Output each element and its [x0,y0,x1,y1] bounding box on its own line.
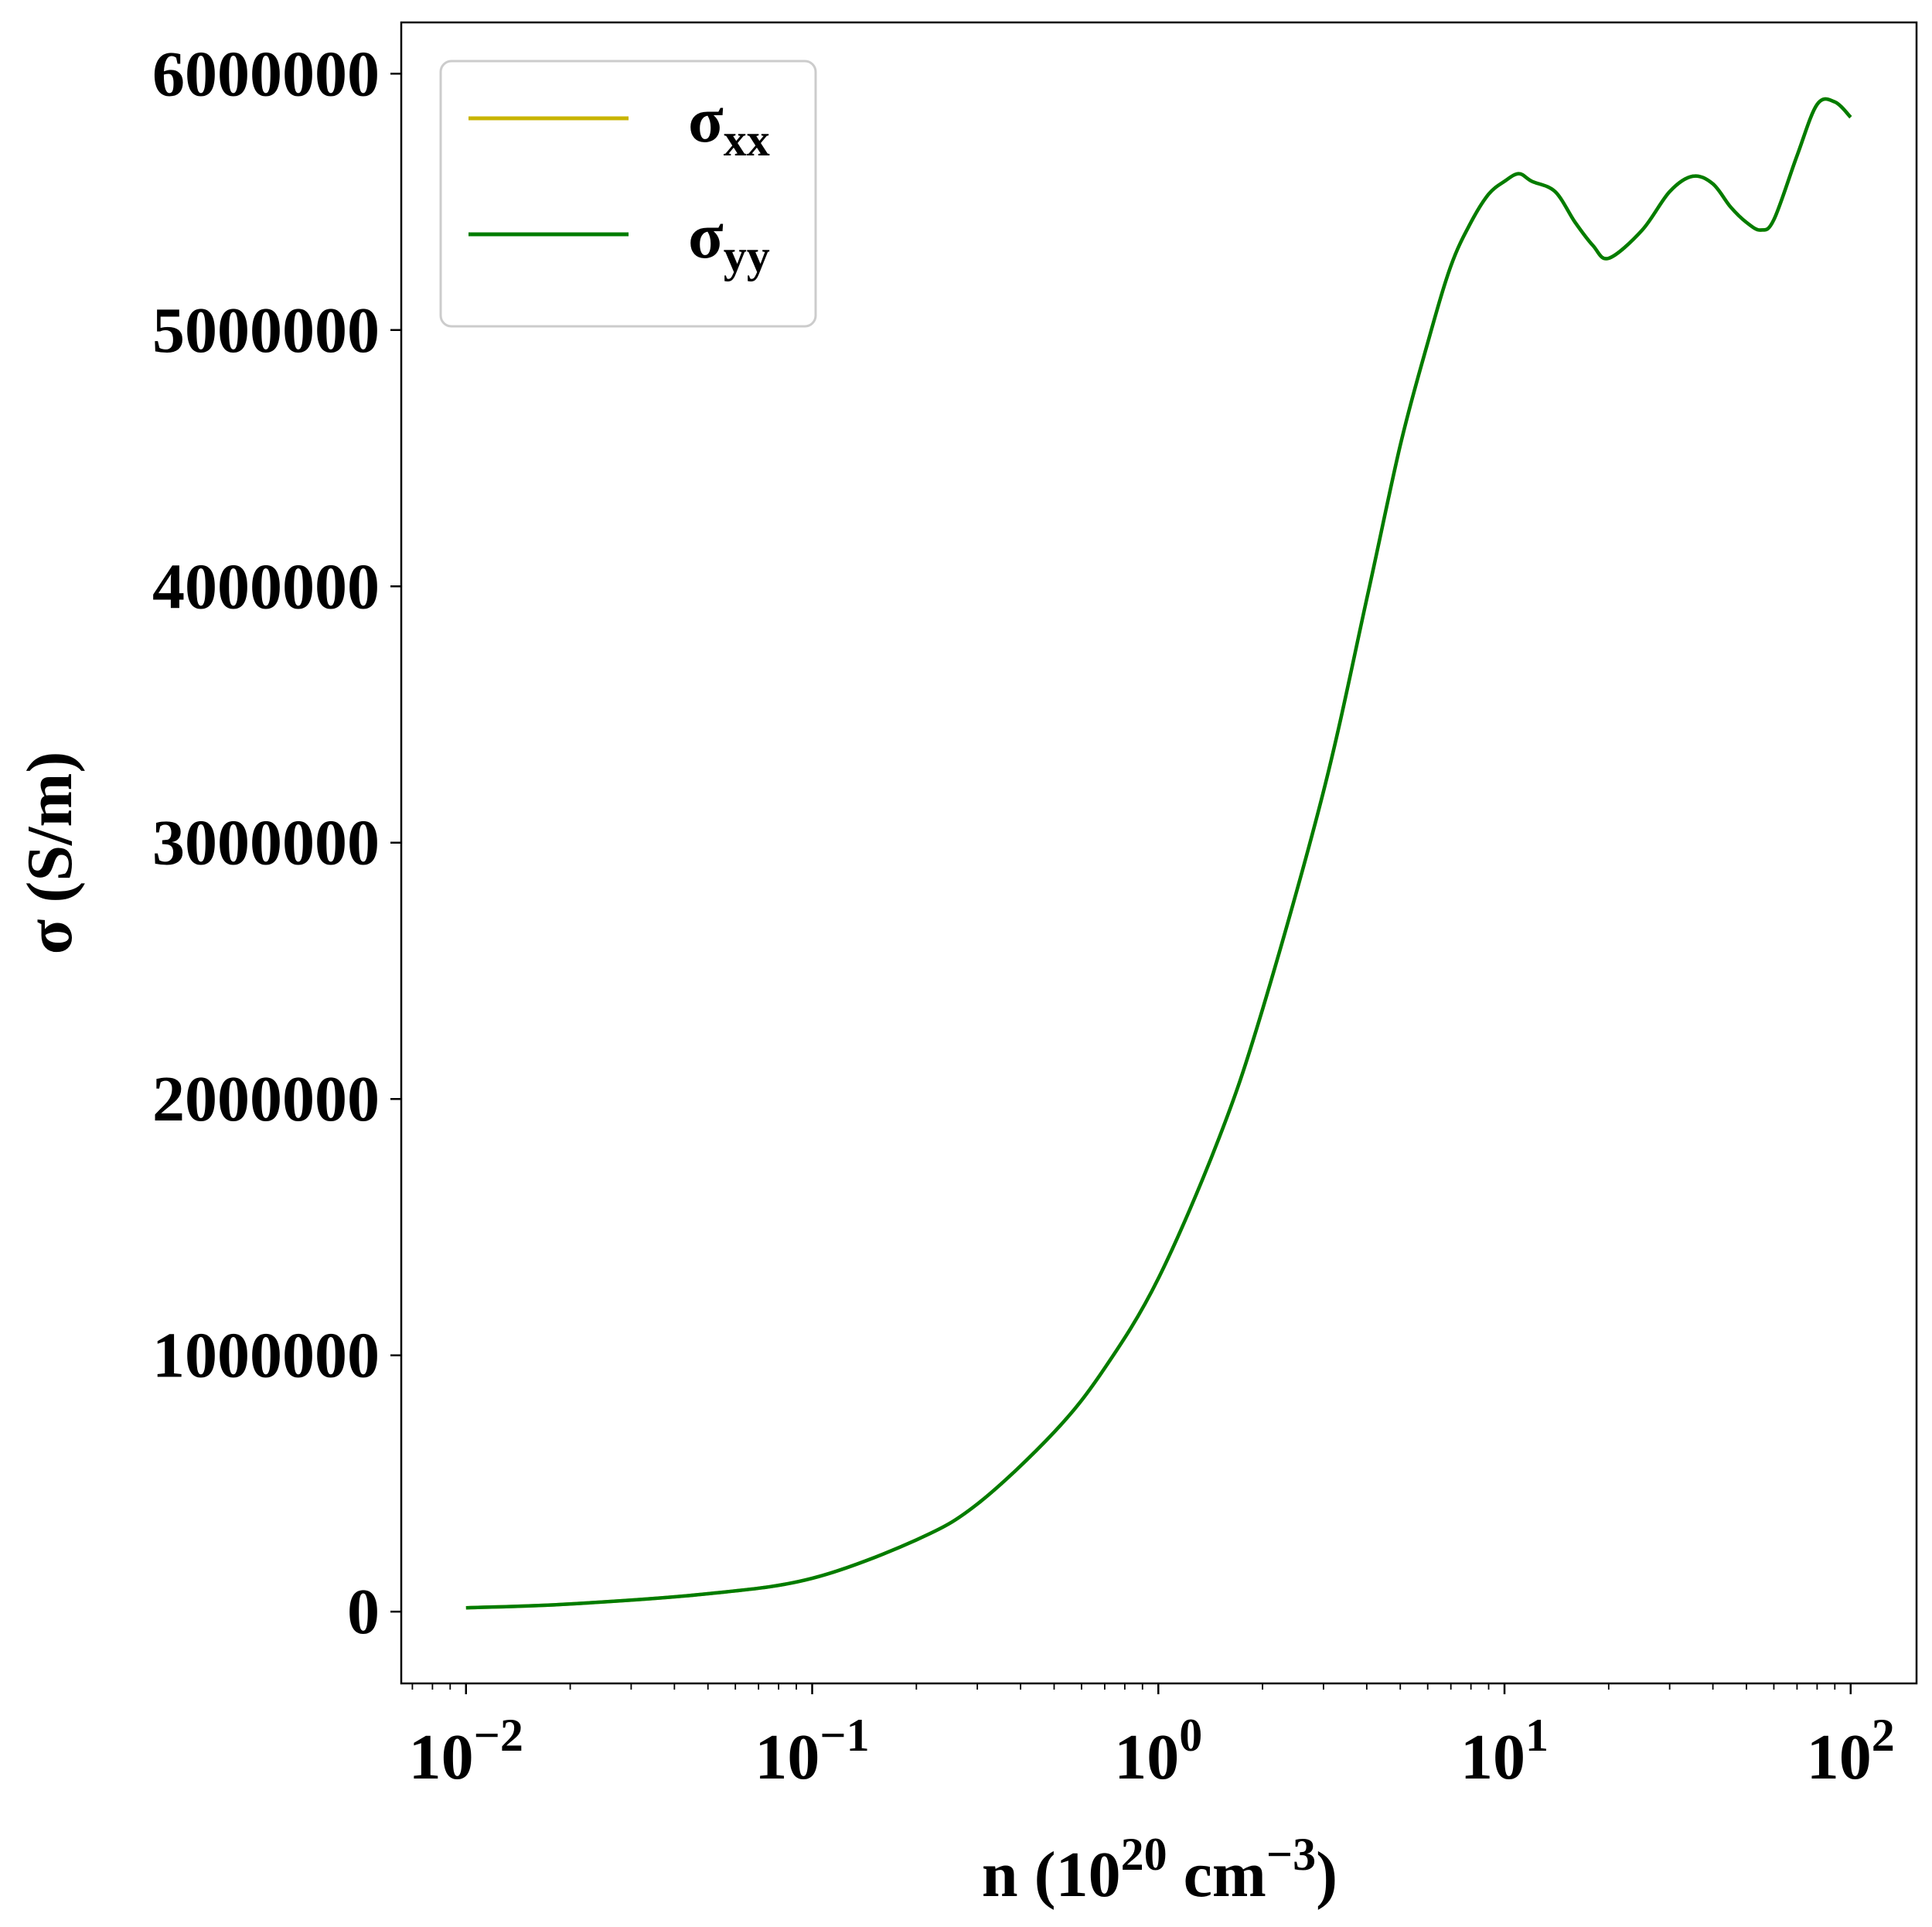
legend-box [439,60,817,328]
x-tick-label-2: 100 [1114,1710,1202,1793]
x-axis-label-mid: cm [1167,1839,1266,1911]
x-tick-label-0: 10−2 [409,1710,523,1793]
legend-label-sigma-yy: σyy [688,200,770,281]
y-tick-label-2: 2000000 [152,1063,380,1135]
x-tick-label-3: 101 [1460,1710,1549,1793]
x-tick-label-4: 102 [1807,1710,1895,1793]
y-tick-label-1: 1000000 [152,1320,380,1392]
plot-frame [400,21,1918,1685]
x-axis-label: n (1020 cm−3) [982,1829,1337,1911]
x-axis-label-end: ) [1316,1839,1337,1911]
x-axis-label-sup2: −3 [1266,1829,1316,1880]
x-tick-label-1: 10−1 [755,1710,869,1793]
y-axis-label: σ (S/m) [14,752,86,955]
y-axis-ticks: 0 1000000 2000000 3000000 4000000 5000000 6000… [152,38,401,1648]
y-tick-label-4: 4000000 [152,551,380,622]
legend: σxx σyy [439,60,817,328]
series-layer [465,97,1852,1610]
y-tick-label-0: 0 [347,1576,380,1648]
series-line-sigma-yy [465,97,1852,1610]
y-tick-label-3: 3000000 [152,807,380,879]
x-axis-label-base: n (10 [982,1839,1121,1911]
legend-label-sigma-xx: σxx [688,84,770,165]
x-axis-ticks: 10−2 10−1 100 101 102 [409,1683,1895,1793]
y-tick-label-5: 5000000 [152,295,380,367]
x-axis-label-sup1: 20 [1121,1829,1167,1880]
y-tick-label-6: 6000000 [152,38,380,110]
